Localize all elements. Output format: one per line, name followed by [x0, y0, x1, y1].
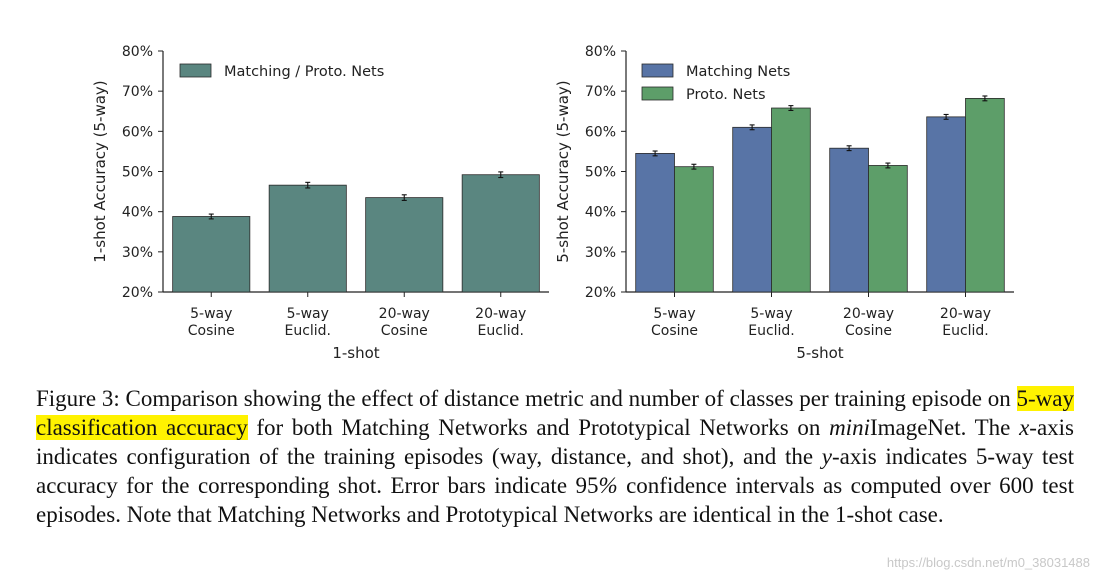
- x-tick-label: Euclid.: [477, 323, 524, 339]
- y-tick-label: 30%: [122, 245, 153, 261]
- caption-text-2: for both Matching Networks and Prototypi…: [247, 415, 830, 440]
- y-tick-label: 40%: [585, 205, 616, 221]
- bar: [829, 147, 869, 293]
- chart-5shot: 20% 30% 40% 50% 60% 70% 80% 5-shot Accuracy (5-…: [554, 44, 1014, 362]
- bar: [868, 165, 908, 293]
- x-tick-label: Euclid.: [284, 323, 331, 339]
- y-axis-label: 1-shot Accuracy (5-way): [91, 80, 109, 262]
- x-tick-label: 20-way: [843, 306, 894, 322]
- legend-swatch: [179, 63, 212, 78]
- caption-y-var: y: [821, 444, 832, 469]
- bar: [635, 153, 675, 293]
- legend-label: Matching Nets: [686, 64, 790, 80]
- x-tick-label: Cosine: [651, 323, 698, 339]
- x-tick-label: 20-way: [475, 306, 526, 322]
- legend-swatch: [641, 86, 674, 101]
- y-tick-label: 50%: [585, 165, 616, 181]
- bar: [365, 197, 444, 293]
- caption-text-3: ImageNet. The: [869, 415, 1020, 440]
- bar: [268, 184, 347, 293]
- x-axis-label: 1-shot: [332, 344, 379, 362]
- bar: [732, 126, 772, 293]
- x-tick-label: Cosine: [381, 323, 428, 339]
- x-tick-label: 5-way: [287, 306, 329, 322]
- y-tick-label: 80%: [122, 44, 153, 60]
- y-tick-label: 70%: [122, 84, 153, 100]
- y-tick-label: 30%: [585, 245, 616, 261]
- y-tick-label: 70%: [585, 84, 616, 100]
- x-tick-label: Cosine: [188, 323, 235, 339]
- x-tick-label: Euclid.: [748, 323, 795, 339]
- x-axis-label: 5-shot: [796, 344, 843, 362]
- y-tick-label: 60%: [585, 124, 616, 140]
- y-tick-label: 40%: [122, 205, 153, 221]
- x-tick-label: Euclid.: [942, 323, 989, 339]
- y-tick-label: 80%: [585, 44, 616, 60]
- x-tick-label: 20-way: [379, 306, 430, 322]
- x-tick-label: 20-way: [940, 306, 991, 322]
- y-axis-label: 5-shot Accuracy (5-way): [554, 80, 572, 262]
- caption-x-var: x: [1019, 415, 1030, 440]
- y-tick-label: 60%: [122, 124, 153, 140]
- bar: [674, 166, 714, 293]
- x-tick-label: Cosine: [845, 323, 892, 339]
- y-tick-label: 50%: [122, 165, 153, 181]
- caption-text-1: Figure 3: Comparison showing the effect …: [36, 386, 1017, 411]
- legend-label: Matching / Proto. Nets: [224, 64, 384, 80]
- x-tick-label: 5-way: [750, 306, 792, 322]
- caption-percent: %: [598, 473, 618, 498]
- y-tick-label: 20%: [585, 285, 616, 301]
- bar: [926, 116, 966, 293]
- bar: [172, 216, 251, 293]
- caption-text-6: confidence intervals as computed over 60…: [36, 473, 1074, 527]
- caption-text-5: -axis indicates 5-way test accuracy for …: [36, 444, 1075, 498]
- x-tick-label: 5-way: [653, 306, 695, 322]
- chart-1shot: 20% 30% 40% 50% 60% 70% 80% 1-shot Accuracy (5-…: [91, 44, 549, 362]
- legend-swatch: [641, 63, 674, 78]
- watermark-url: https://blog.csdn.net/m0_38031488: [886, 555, 1090, 570]
- x-tick-label: 5-way: [190, 306, 232, 322]
- bar: [461, 174, 540, 293]
- legend-label: Proto. Nets: [686, 87, 766, 103]
- figure-caption: Figure 3: Comparison showing the effect …: [36, 384, 1074, 529]
- bar: [965, 97, 1005, 293]
- bar: [771, 107, 811, 293]
- caption-mini: mini: [829, 415, 870, 440]
- caption-text-4: -axis indicates configuration of the tra…: [36, 415, 1074, 469]
- y-tick-label: 20%: [122, 285, 153, 301]
